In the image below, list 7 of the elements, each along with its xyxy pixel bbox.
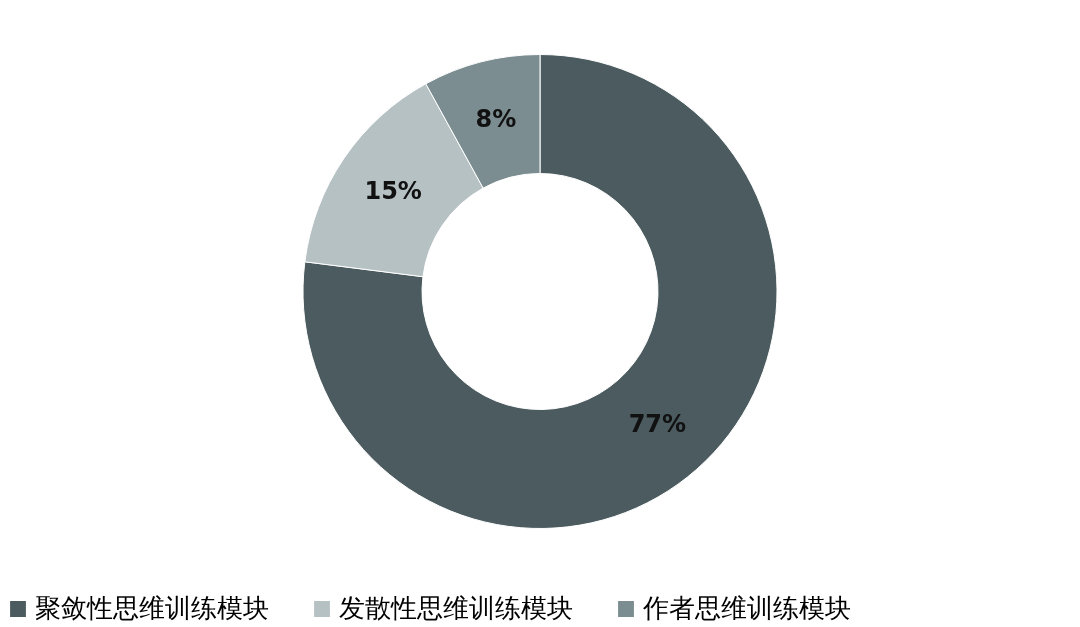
legend-label: 作者思维训练模块: [642, 593, 851, 623]
legend-label: 聚敛性思维训练模块: [35, 593, 269, 623]
legend-label: 发散性思维训练模块: [339, 593, 573, 623]
data-label: 8%: [475, 104, 517, 133]
data-label: 77%: [628, 409, 687, 438]
data-label: 15%: [364, 176, 422, 205]
donut-slice: [302, 54, 778, 529]
